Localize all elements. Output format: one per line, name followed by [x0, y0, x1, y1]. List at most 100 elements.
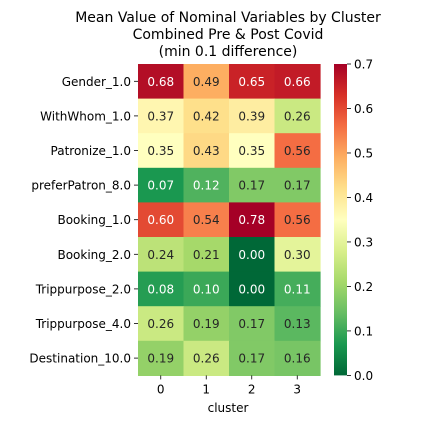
cell-value-label: 0.19	[147, 352, 174, 366]
heatmap-cell	[183, 271, 230, 307]
cell-value-label: 0.17	[284, 179, 311, 193]
heatmap-cell	[183, 340, 230, 376]
heatmap-cell	[183, 306, 230, 342]
cell-value-label: 0.26	[147, 317, 174, 331]
cell-value-label: 0.56	[284, 213, 311, 227]
heatmap-cell	[229, 237, 276, 273]
y-tick-labels: Gender_1.0 WithWhom_1.0 Patronize_1.0prefe…	[29, 75, 138, 366]
colorbar-tick-label: 0.7	[354, 58, 373, 72]
cell-value-label: 0.37	[147, 109, 174, 123]
title-line-1: Mean Value of Nominal Variables by Clust…	[75, 10, 381, 26]
cell-value-label: 0.39	[238, 109, 265, 123]
y-tick-label: Trippurpose_4.0	[35, 317, 131, 331]
heatmap-cell	[274, 271, 321, 307]
cell-value-label: 0.35	[147, 144, 174, 158]
cell-value-label: 0.43	[193, 144, 220, 158]
colorbar-tick-label: 0.0	[354, 369, 373, 383]
cell-value-label: 0.17	[238, 352, 265, 366]
cell-value-label: 0.17	[238, 317, 265, 331]
y-tick-label: Booking_1.0	[57, 213, 131, 227]
cell-value-label: 0.13	[284, 317, 311, 331]
y-tick-label: Destination_10.0	[29, 352, 131, 366]
cell-value-label: 0.66	[284, 75, 311, 89]
heatmap-cell	[229, 271, 276, 307]
heatmap-cell	[183, 237, 230, 273]
heatmap-cells: 0.68 0.49 0.65 0.66 0.37 0.42 0.39 0.26 0.35 0.43…	[138, 64, 321, 376]
heatmap-cell	[274, 133, 321, 169]
heatmap-cell	[274, 340, 321, 376]
colorbar-tick-label: 0.2	[354, 280, 373, 294]
heatmap-cell	[138, 237, 185, 273]
heatmap-cell	[274, 167, 321, 203]
cell-value-label: 0.35	[238, 144, 265, 158]
colorbar-tick-label: 0.6	[354, 102, 373, 116]
colorbar-tick-label: 0.1	[354, 324, 373, 338]
cell-value-label: 0.10	[193, 282, 220, 296]
x-tick-label: 1	[202, 382, 210, 396]
heatmap-cell	[138, 98, 185, 134]
cell-value-label: 0.56	[284, 144, 311, 158]
heatmap-cell	[138, 306, 185, 342]
heatmap-cell	[183, 98, 230, 134]
heatmap-cell	[229, 340, 276, 376]
cell-value-label: 0.12	[193, 179, 220, 193]
colorbar-gradient	[334, 64, 347, 376]
heatmap-cell	[274, 237, 321, 273]
x-tick-labels: 0 1 2 3	[157, 375, 301, 396]
heatmap-cell	[183, 64, 230, 100]
cell-value-label: 0.68	[147, 75, 174, 89]
colorbar: 0.0 0.1 0.2 0.3 0.4 0.5 0.6 0.7	[334, 58, 373, 383]
colorbar-tick-label: 0.5	[354, 146, 373, 160]
cell-value-label: 0.21	[193, 248, 220, 262]
heatmap-cell	[183, 133, 230, 169]
y-tick-label: Trippurpose_2.0	[35, 282, 131, 296]
x-tick-label: 2	[248, 382, 256, 396]
cell-value-label: 0.54	[193, 213, 220, 227]
cell-value-label: 0.30	[284, 248, 311, 262]
cell-value-label: 0.00	[238, 282, 265, 296]
cell-value-label: 0.00	[238, 248, 265, 262]
cell-value-label: 0.16	[284, 352, 311, 366]
cell-value-label: 0.24	[147, 248, 174, 262]
x-tick-label: 0	[157, 382, 165, 396]
cell-value-label: 0.26	[193, 352, 220, 366]
heatmap-cell	[138, 167, 185, 203]
cell-value-label: 0.07	[147, 179, 174, 193]
heatmap-cell	[229, 98, 276, 134]
heatmap-cell	[183, 167, 230, 203]
y-tick-label: preferPatron_8.0	[31, 179, 131, 193]
colorbar-tick-label: 0.4	[354, 191, 373, 205]
heatmap-cell	[138, 202, 185, 238]
cell-value-label: 0.08	[147, 282, 174, 296]
cell-value-label: 0.42	[193, 109, 220, 123]
cell-value-label: 0.65	[238, 75, 265, 89]
heatmap-cell	[138, 340, 185, 376]
heatmap-cell	[229, 167, 276, 203]
cell-value-label: 0.17	[238, 179, 265, 193]
y-tick-label: Patronize_1.0	[51, 144, 131, 158]
cell-value-label: 0.49	[193, 75, 220, 89]
chart-title: Mean Value of Nominal Variables by Clust…	[75, 10, 381, 60]
cell-value-label: 0.26	[284, 109, 311, 123]
heatmap-cell	[229, 306, 276, 342]
x-tick-label: 3	[293, 382, 301, 396]
heatmap-cell	[183, 202, 230, 238]
x-axis-label: cluster	[208, 401, 249, 415]
heatmap-cell	[229, 202, 276, 238]
y-tick-label: Booking_2.0	[57, 248, 131, 262]
cell-value-label: 0.60	[147, 213, 174, 227]
y-tick-label: Gender_1.0	[62, 75, 131, 89]
heatmap-cell	[274, 98, 321, 134]
heatmap-cell	[138, 133, 185, 169]
cell-value-label: 0.19	[193, 317, 220, 331]
heatmap-cell	[138, 64, 185, 100]
colorbar-tick-label: 0.3	[354, 235, 373, 249]
heatmap-cell	[274, 64, 321, 100]
heatmap-cell	[274, 202, 321, 238]
heatmap-cell	[138, 271, 185, 307]
heatmap-cell	[229, 133, 276, 169]
cell-value-label: 0.11	[284, 282, 311, 296]
title-line-2: Combined Pre & Post Covid	[133, 27, 324, 43]
y-tick-label: WithWhom_1.0	[40, 109, 131, 123]
